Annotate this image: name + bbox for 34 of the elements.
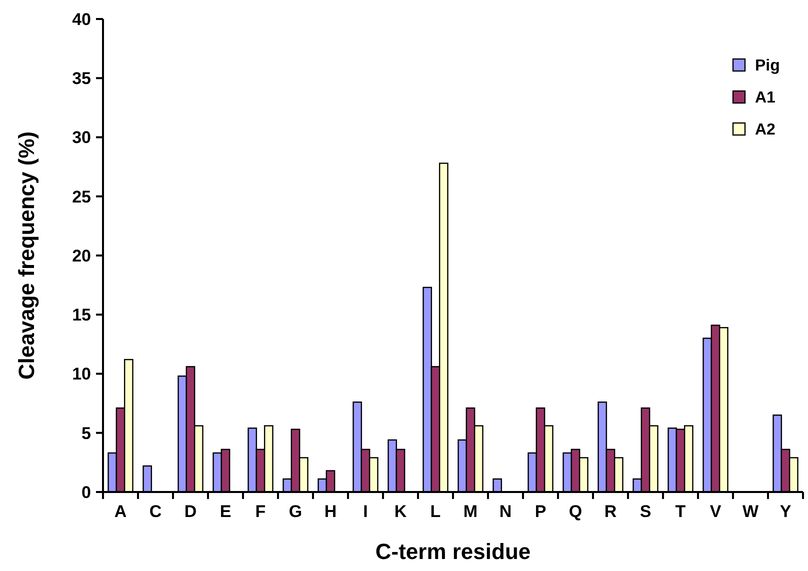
y-tick-label: 25 — [72, 187, 91, 206]
legend-label: A1 — [755, 90, 776, 107]
x-tick-label: Y — [780, 502, 792, 521]
x-tick-label: M — [463, 502, 478, 521]
x-tick-label: C — [149, 502, 162, 521]
x-tick-label: N — [499, 502, 512, 521]
legend-label: A2 — [755, 122, 776, 139]
x-tick-label: D — [184, 502, 197, 521]
x-tick-label: E — [220, 502, 232, 521]
x-tick-label: R — [604, 502, 617, 521]
y-tick-label: 30 — [72, 128, 91, 148]
x-tick-label: P — [534, 502, 546, 521]
x-tick-label: I — [363, 502, 368, 521]
x-tick-label: F — [255, 502, 266, 521]
y-tick-label: 5 — [82, 424, 91, 443]
x-tick-label: V — [710, 502, 722, 521]
x-tick-label: Q — [568, 502, 582, 521]
x-tick-label: S — [640, 502, 652, 521]
x-tick-label: W — [742, 502, 760, 521]
y-tick-label: 35 — [72, 69, 91, 88]
x-tick-label: H — [324, 502, 337, 521]
x-tick-label: L — [430, 502, 441, 521]
x-tick-label: A — [114, 502, 127, 521]
y-tick-label: 0 — [82, 482, 91, 502]
x-tick-label: T — [675, 502, 686, 521]
y-tick-label: 20 — [72, 246, 91, 266]
y-tick-label: 40 — [72, 10, 91, 29]
y-axis-title: Cleavage frequency (%) — [14, 131, 39, 380]
x-tick-label: G — [288, 502, 302, 521]
legend-label: Pig — [755, 58, 780, 75]
x-axis-title: C-term residue — [375, 539, 531, 564]
y-tick-label: 10 — [72, 364, 91, 384]
x-tick-label: K — [394, 502, 408, 521]
y-tick-label: 15 — [72, 306, 91, 325]
